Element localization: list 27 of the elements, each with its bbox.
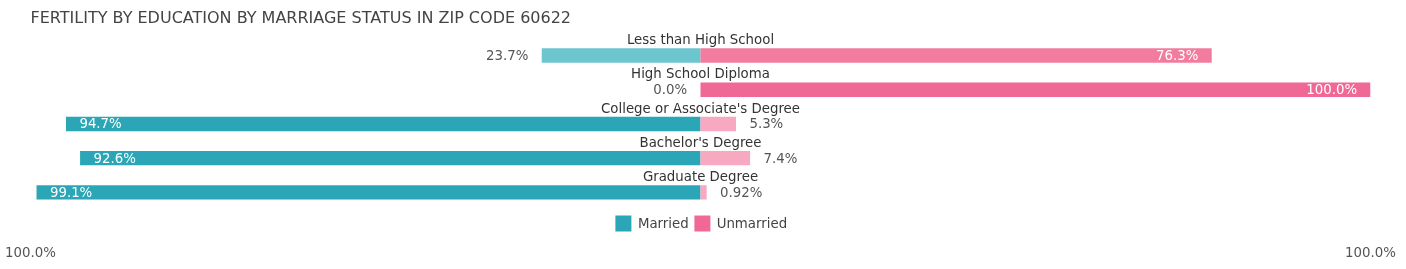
bar (700, 150, 751, 166)
y-tick-label: College or Associate's Degree (601, 100, 800, 116)
data-label: 92.6% (93, 150, 136, 166)
bar (700, 48, 1212, 63)
data-label: 94.7% (79, 116, 122, 132)
y-tick-label: High School Diploma (631, 66, 770, 82)
data-label: 5.3% (749, 116, 784, 132)
y-tick-label: Graduate Degree (642, 169, 759, 185)
data-label: 23.7% (485, 47, 529, 63)
bar (700, 185, 707, 200)
chart-title: FERTILITY BY EDUCATION BY MARRIAGE STATUS IN ZIP CODE 60622 (30, 7, 572, 27)
legend-label: Married (637, 215, 689, 231)
data-label: 76.3% (1155, 47, 1199, 63)
y-tick-label: Bachelor's Degree (639, 134, 762, 150)
bar (700, 116, 737, 132)
bar (36, 185, 701, 200)
bar (700, 82, 1371, 97)
data-label: 0.92% (720, 184, 763, 200)
data-label: 100.0% (1306, 82, 1358, 98)
bar (541, 48, 701, 63)
data-label: 0.0% (653, 82, 688, 98)
data-label: 7.4% (763, 150, 798, 166)
y-tick-label: Less than High School (626, 32, 775, 48)
bar (66, 116, 701, 132)
bar (80, 150, 701, 166)
legend-label: Unmarried (716, 215, 788, 231)
data-label: 99.1% (49, 184, 93, 200)
